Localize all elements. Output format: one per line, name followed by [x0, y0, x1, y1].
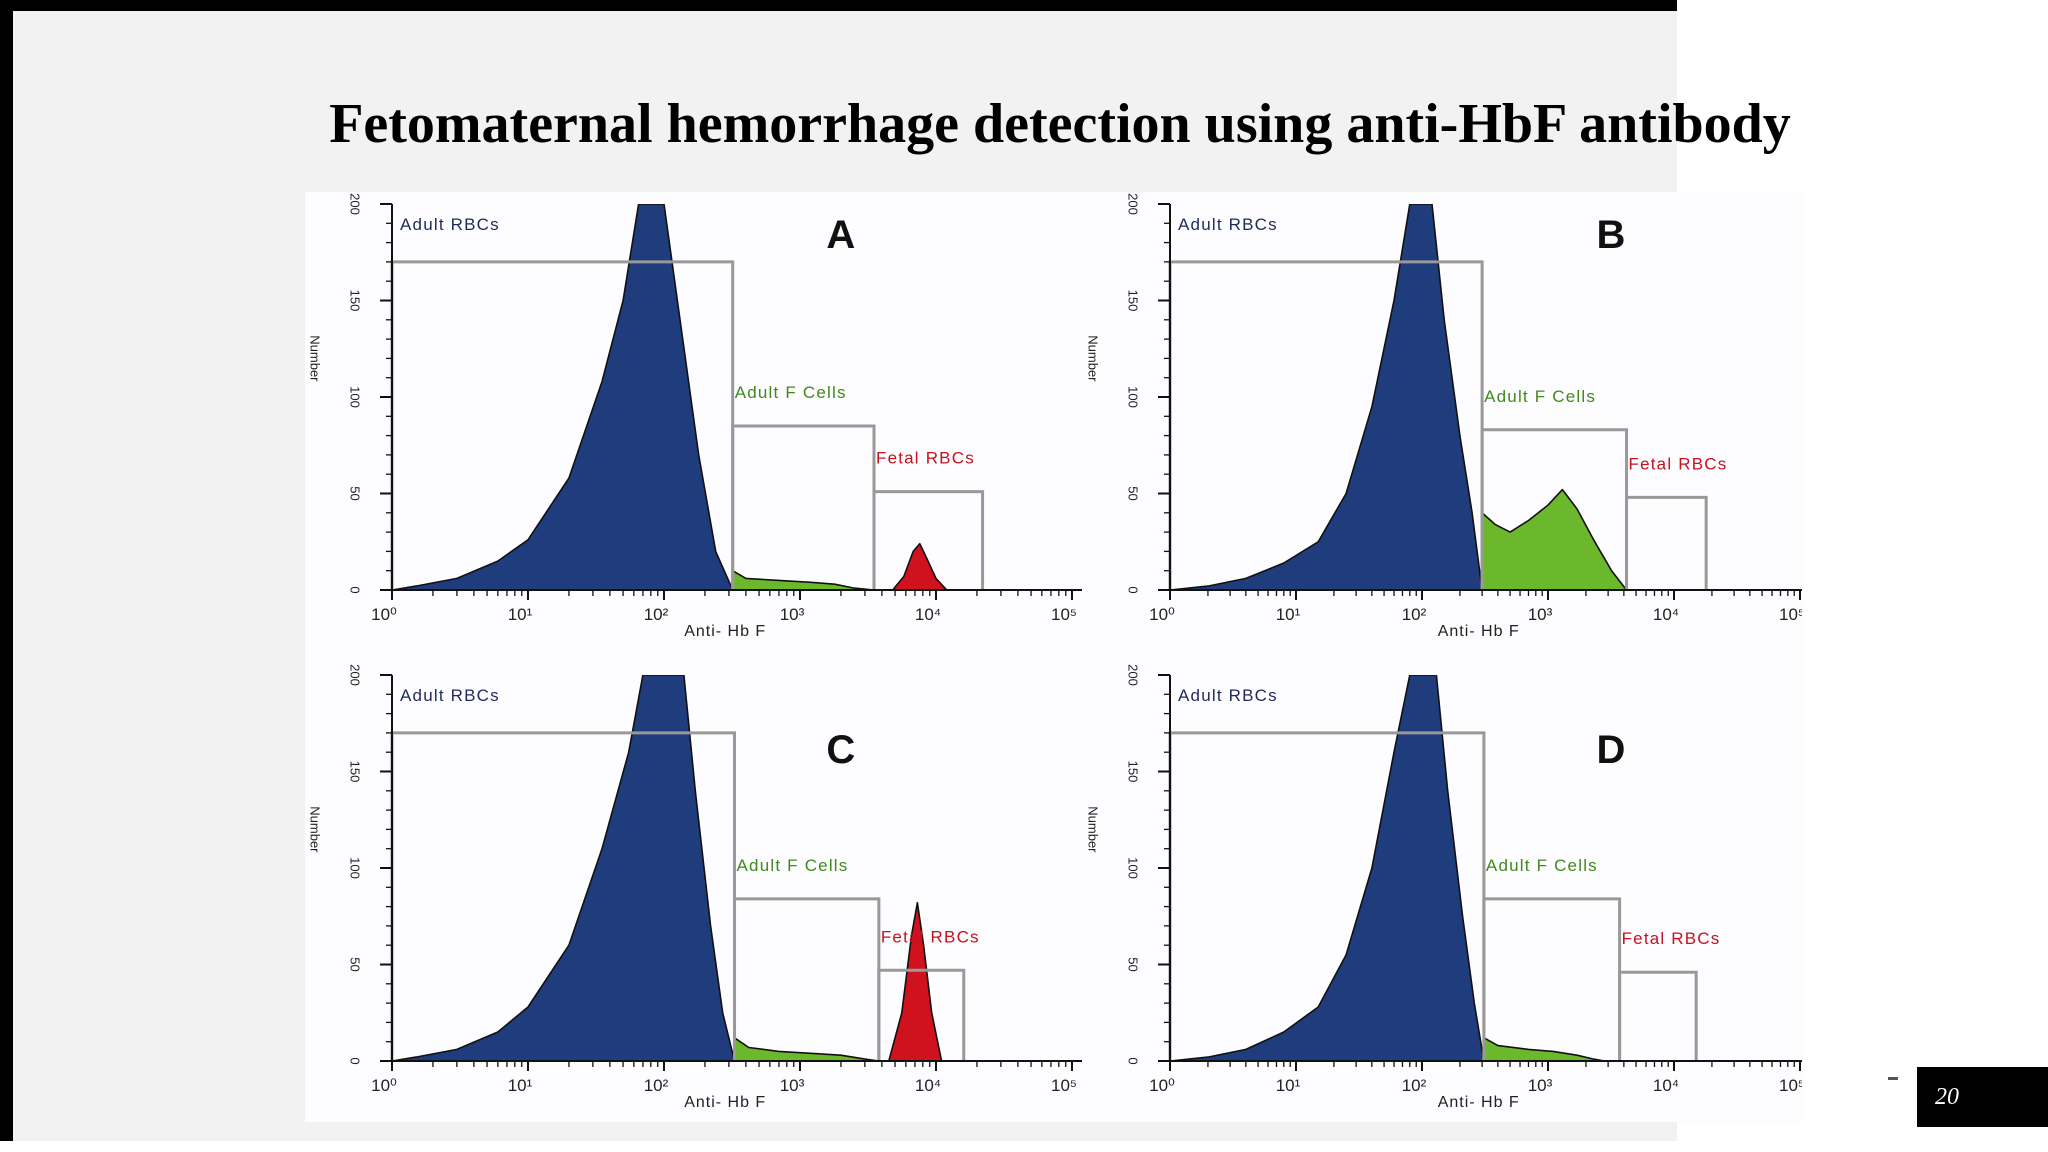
y-tick-label: 200: [348, 664, 363, 686]
y-axis-label: Number: [308, 335, 323, 382]
y-tick-label: 0: [1126, 586, 1141, 593]
y-tick-label: 150: [1126, 761, 1141, 783]
y-axis-label: Number: [1086, 335, 1101, 382]
series-adult-rbcs: [1170, 675, 1485, 1061]
x-axis-label: Anti- Hb F: [684, 623, 766, 640]
x-tick-label: 10⁰: [371, 1076, 397, 1095]
y-tick-label: 0: [348, 586, 363, 593]
histogram-panel-c: Adult RBCs Adult F Cells Fetal RBCs 0 50 100 1…: [308, 664, 1082, 1111]
y-tick-label: 50: [348, 957, 363, 971]
y-tick-label: 50: [1126, 957, 1141, 971]
gate-label-fetal-rbcs: Fetal RBCs: [881, 927, 980, 946]
gate-adult-f-cells: [733, 897, 881, 1061]
x-tick-label: 10³: [780, 1076, 805, 1095]
x-axis-label: Anti- Hb F: [1438, 623, 1520, 640]
gate-label-adult-rbcs: Adult RBCs: [1178, 686, 1278, 705]
y-axis-label: Number: [308, 806, 323, 853]
gate-label-fetal-rbcs: Fetal RBCs: [1622, 929, 1721, 948]
x-tick-label: 10²: [1402, 1076, 1427, 1095]
histogram-panels: Adult RBCs Adult F Cells Fetal RBCs 0 50 100 1…: [308, 193, 1802, 1111]
gate-label-adult-rbcs: Adult RBCs: [1178, 215, 1278, 234]
y-tick-label: 100: [1126, 386, 1141, 408]
y-tick-label: 50: [348, 486, 363, 500]
histogram-panel-a: Adult RBCs Adult F Cells Fetal RBCs 0 50 100 1…: [308, 193, 1082, 640]
x-tick-label: 10⁰: [1149, 605, 1175, 624]
x-axis-label: Anti- Hb F: [1438, 1094, 1520, 1111]
x-tick-label: 10¹: [508, 605, 533, 624]
x-axis-label: Anti- Hb F: [684, 1094, 766, 1111]
y-axis-label: Number: [1086, 806, 1101, 853]
x-tick-label: 10¹: [1276, 1076, 1301, 1095]
gate-fetal-rbcs: [1618, 970, 1698, 1061]
x-tick-label: 10¹: [1276, 605, 1301, 624]
gate-label-adult-f-cells: Adult F Cells: [735, 383, 847, 402]
series-adult-f-cells: [733, 1037, 880, 1061]
slide-dash: [1888, 1077, 1898, 1080]
x-tick-label: 10⁴: [915, 605, 941, 624]
series-adult-f-cells: [731, 569, 875, 590]
x-tick-label: 10⁴: [915, 1076, 941, 1095]
y-tick-label: 100: [348, 857, 363, 879]
x-tick-label: 10³: [1528, 605, 1553, 624]
panel-letter: D: [1597, 728, 1626, 772]
series-fetal-rbcs: [891, 542, 948, 590]
histogram-panel-d: Adult RBCs Adult F Cells Fetal RBCs 0 50 100 1…: [1086, 664, 1802, 1111]
x-tick-label: 10¹: [508, 1076, 533, 1095]
x-tick-label: 10³: [1528, 1076, 1553, 1095]
panel-letter: A: [826, 213, 855, 257]
x-tick-label: 10⁴: [1653, 605, 1679, 624]
y-tick-label: 0: [1126, 1057, 1141, 1064]
series-adult-rbcs: [392, 675, 736, 1061]
series-adult-f-cells: [1481, 488, 1628, 590]
y-tick-label: 200: [1126, 193, 1141, 215]
x-tick-label: 10⁵: [1051, 1076, 1077, 1095]
x-tick-label: 10³: [780, 605, 805, 624]
histogram-panel-b: Adult RBCs Adult F Cells Fetal RBCs 0 50 100 1…: [1086, 193, 1802, 640]
y-tick-label: 150: [348, 761, 363, 783]
y-tick-label: 100: [1126, 857, 1141, 879]
page-number: 20: [1935, 1084, 1959, 1110]
y-tick-label: 100: [348, 386, 363, 408]
series-adult-rbcs: [1170, 204, 1483, 590]
gate-label-adult-rbcs: Adult RBCs: [400, 215, 500, 234]
x-tick-label: 10²: [644, 1076, 669, 1095]
x-tick-label: 10⁰: [371, 605, 397, 624]
panel-letter: C: [826, 728, 855, 772]
gate-adult-f-cells: [731, 424, 876, 590]
series-adult-rbcs: [392, 204, 734, 590]
slide-title: Fetomaternal hemorrhage detection using …: [329, 93, 1791, 155]
gate-fetal-rbcs: [1625, 495, 1708, 590]
y-tick-label: 200: [1126, 664, 1141, 686]
gate-label-adult-f-cells: Adult F Cells: [1484, 387, 1596, 406]
gate-label-adult-f-cells: Adult F Cells: [1486, 856, 1598, 875]
y-tick-label: 150: [348, 290, 363, 312]
y-tick-label: 150: [1126, 290, 1141, 312]
x-tick-label: 10⁰: [1149, 1076, 1175, 1095]
gate-fetal-rbcs: [872, 490, 985, 590]
x-tick-label: 10⁵: [1051, 605, 1077, 624]
gate-label-adult-f-cells: Adult F Cells: [737, 856, 849, 875]
x-tick-label: 10⁴: [1653, 1076, 1679, 1095]
gate-adult-f-cells: [1482, 897, 1622, 1061]
x-tick-label: 10⁵: [1779, 605, 1802, 624]
x-tick-label: 10²: [1402, 605, 1427, 624]
gate-fetal-rbcs: [877, 968, 966, 1061]
gate-label-adult-rbcs: Adult RBCs: [400, 686, 500, 705]
gate-label-fetal-rbcs: Fetal RBCs: [1629, 454, 1728, 473]
gate-label-fetal-rbcs: Fetal RBCs: [876, 449, 975, 468]
y-tick-label: 0: [348, 1057, 363, 1064]
panel-letter: B: [1597, 213, 1626, 257]
series-adult-f-cells: [1483, 1037, 1606, 1061]
x-tick-label: 10⁵: [1779, 1076, 1802, 1095]
y-tick-label: 200: [348, 193, 363, 215]
page-number-box: 20: [1917, 1067, 2048, 1127]
y-tick-label: 50: [1126, 486, 1141, 500]
x-tick-label: 10²: [644, 605, 669, 624]
series-fetal-rbcs: [888, 901, 943, 1061]
